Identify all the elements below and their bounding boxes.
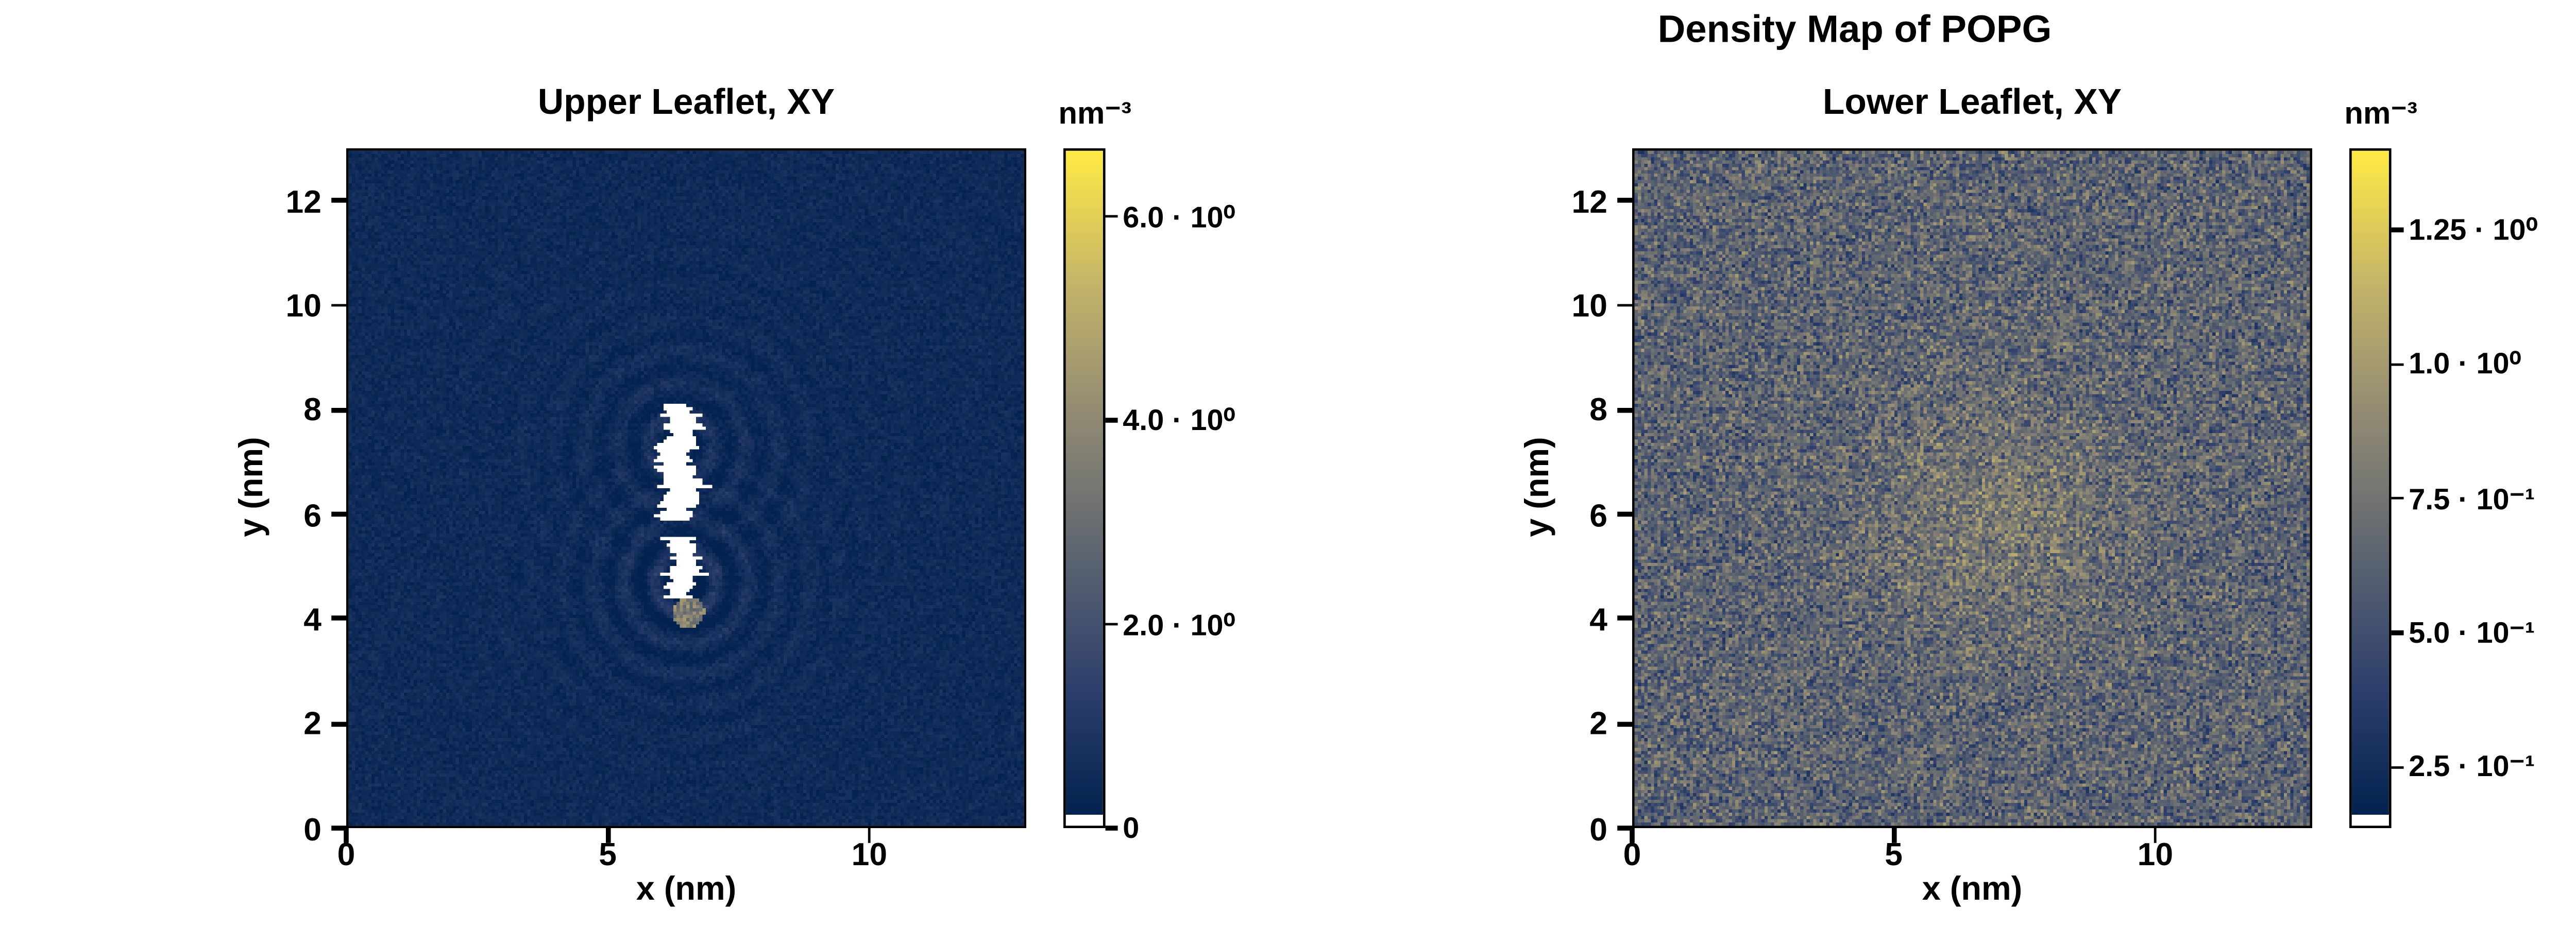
- x-axis-label-upper: x (nm): [636, 870, 737, 907]
- y-tick-mark: [331, 303, 346, 307]
- colorbar-tick-mark: [2391, 228, 2403, 232]
- colorbar-tick-label: 5.0 · 10⁻¹: [2409, 615, 2535, 650]
- colorbar-tick-mark: [1105, 826, 1117, 830]
- x-tick-label: 10: [2137, 834, 2174, 872]
- colorbar-tick-mark: [2391, 362, 2403, 366]
- x-tick-mark: [867, 828, 872, 842]
- colorbar-tick-mark: [1105, 214, 1117, 218]
- y-tick-mark: [1617, 512, 1633, 517]
- x-tick-mark: [1630, 828, 1635, 842]
- x-tick-label: 5: [599, 834, 617, 872]
- y-tick-label: 10: [1571, 286, 1608, 324]
- x-tick-label: 5: [1885, 834, 1903, 872]
- x-tick-mark: [605, 828, 610, 842]
- colorbar-tick-mark: [1105, 418, 1117, 422]
- y-axis-label-lower: y (nm): [1518, 437, 1556, 537]
- panel-title-upper-leaflet: Upper Leaflet, XY: [537, 84, 835, 124]
- colorbar-tick-mark: [2391, 630, 2403, 635]
- y-tick-label: 4: [303, 600, 321, 638]
- colorbar-unit-lower: nm⁻³: [2344, 96, 2418, 131]
- y-tick-label: 0: [1589, 810, 1608, 847]
- y-tick-mark: [1617, 616, 1633, 622]
- colorbar-tick-label: 1.0 · 10⁰: [2409, 347, 2521, 382]
- colorbar-upper: [1063, 148, 1106, 829]
- colorbar-lower: [2349, 148, 2392, 829]
- y-tick-label: 12: [285, 182, 321, 219]
- heatmap-canvas-lower-xy: [1632, 148, 2312, 829]
- x-tick-mark: [2153, 828, 2158, 842]
- colorbar-tick-mark: [2391, 765, 2403, 769]
- colorbar-tick-mark: [1105, 622, 1117, 626]
- x-tick-label: 10: [851, 834, 888, 872]
- x-axis-label-lower: x (nm): [1922, 870, 2023, 907]
- y-tick-mark: [331, 721, 346, 726]
- y-tick-mark: [1617, 826, 1633, 831]
- y-tick-label: 10: [285, 286, 321, 324]
- x-tick-label: 0: [1623, 834, 1641, 872]
- y-tick-label: 8: [303, 391, 321, 428]
- y-tick-label: 8: [1589, 391, 1608, 428]
- y-tick-label: 6: [1589, 495, 1608, 533]
- y-tick-label: 12: [1571, 182, 1608, 219]
- y-tick-label: 2: [1589, 705, 1608, 742]
- heatmap-canvas-upper-xy: [346, 148, 1027, 829]
- y-tick-mark: [331, 407, 346, 412]
- y-tick-mark: [1617, 198, 1633, 203]
- panel-title-lower-leaflet: Lower Leaflet, XY: [1822, 84, 2122, 124]
- y-tick-mark: [331, 826, 346, 831]
- x-tick-mark: [1891, 828, 1896, 842]
- colorbar-tick-label: 1.25 · 10⁰: [2409, 212, 2538, 248]
- colorbar-tick-label: 7.5 · 10⁻¹: [2409, 481, 2535, 516]
- colorbar-unit-upper: nm⁻³: [1058, 96, 1132, 131]
- y-axis-label-upper: y (nm): [232, 437, 270, 537]
- colorbar-tick-label: 0: [1123, 811, 1140, 846]
- colorbar-tick-label: 2.0 · 10⁰: [1123, 607, 1235, 642]
- colorbar-tick-label: 2.5 · 10⁻¹: [2409, 749, 2535, 784]
- figure-title: Density Map of POPG: [1657, 10, 2052, 52]
- y-tick-label: 2: [303, 705, 321, 742]
- y-tick-label: 0: [303, 810, 321, 847]
- x-tick-label: 0: [337, 834, 355, 872]
- y-tick-mark: [1617, 721, 1633, 726]
- y-tick-mark: [1617, 407, 1633, 412]
- colorbar-tick-label: 4.0 · 10⁰: [1123, 403, 1235, 438]
- y-tick-mark: [331, 512, 346, 517]
- y-tick-label: 4: [1589, 600, 1608, 638]
- colorbar-tick-mark: [2391, 496, 2403, 501]
- x-tick-mark: [344, 828, 349, 842]
- y-tick-mark: [1617, 303, 1633, 307]
- y-tick-label: 6: [303, 495, 321, 533]
- colorbar-tick-label: 6.0 · 10⁰: [1123, 199, 1235, 234]
- y-tick-mark: [331, 616, 346, 622]
- y-tick-mark: [331, 198, 346, 203]
